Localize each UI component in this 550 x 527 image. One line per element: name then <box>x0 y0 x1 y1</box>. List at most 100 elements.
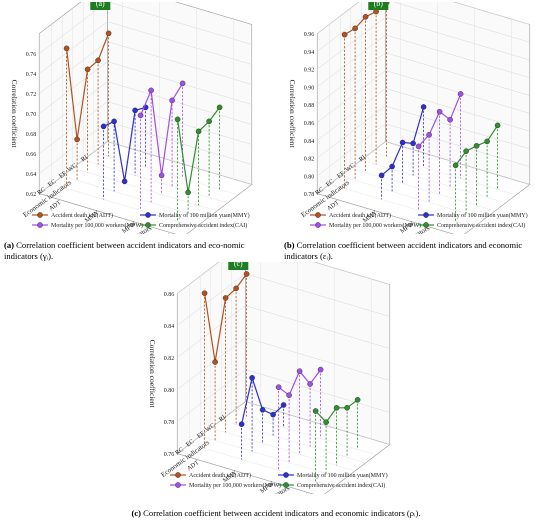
floor-gridline <box>210 427 356 472</box>
z-tick-label: 0.90 <box>304 85 315 91</box>
data-point <box>195 128 202 135</box>
data-point <box>323 419 329 425</box>
data-point <box>206 118 212 125</box>
legend-marker <box>175 472 181 478</box>
economic-tick-label: RI <box>358 154 367 163</box>
z-tick-label: 0.66 <box>26 152 37 158</box>
floor-gridline <box>329 183 475 228</box>
z-tick-label: 0.86 <box>304 121 315 127</box>
economic-tick-label: RC <box>36 186 47 197</box>
chart-panel-b: 0.78 0.80 0.82 0.84 0.86 0.88 0.90 0.92 0.94 0.96… <box>288 2 531 234</box>
z-gridline <box>39 81 252 134</box>
z-tick-label: 0.76 <box>26 52 37 58</box>
series-mmy <box>238 375 287 460</box>
data-point <box>344 404 350 411</box>
z-tick-label: 0.82 <box>304 157 315 163</box>
economic-tick-label: EC <box>47 178 58 188</box>
caption-b-label: (b) <box>284 240 295 250</box>
data-point <box>201 290 208 297</box>
floor-gridline <box>231 411 377 456</box>
series-adt <box>201 271 250 449</box>
z-tick-label: 0.78 <box>304 192 315 198</box>
z-tick-label: 0.96 <box>304 32 315 38</box>
data-point <box>249 375 255 381</box>
panel-badge <box>90 2 111 10</box>
z-tick-label: 0.64 <box>26 172 37 178</box>
data-point <box>270 411 276 418</box>
z-gridline <box>317 52 530 105</box>
z-gridline <box>39 121 252 174</box>
floor-gridline <box>350 167 496 212</box>
z-tick-label: 0.78 <box>164 420 175 426</box>
data-point <box>185 189 191 196</box>
z-gridline <box>177 401 390 454</box>
z-gridline <box>177 369 390 422</box>
z-gridline <box>317 141 530 194</box>
legend-label: Accident death toll(ADT) <box>329 212 391 219</box>
legend-label: Mortality of 100 million yuan(MMY) <box>159 212 250 219</box>
z-gridline <box>177 305 390 358</box>
z-tick-label: 0.88 <box>304 103 315 109</box>
data-point <box>352 25 358 32</box>
data-point <box>436 108 443 115</box>
data-point <box>457 91 464 97</box>
data-point <box>494 122 501 129</box>
z-gridline <box>39 21 252 74</box>
data-point <box>121 178 128 185</box>
data-point <box>420 104 427 110</box>
z-axis-label: Correlation coefficient <box>148 340 157 409</box>
data-point <box>341 31 348 38</box>
data-point <box>280 402 287 408</box>
data-point <box>473 143 480 149</box>
data-point <box>447 116 453 123</box>
z-gridline <box>317 123 530 176</box>
z-tick-label: 0.92 <box>304 68 315 74</box>
data-point <box>222 295 229 301</box>
z-tick-label: 0.68 <box>26 132 37 138</box>
z-gridline <box>39 141 252 194</box>
data-point <box>463 148 469 154</box>
caption-c: (c) Correlation coefficient between acci… <box>8 508 544 519</box>
legend-marker <box>37 212 43 218</box>
caption-c-text: Correlation coefficient between accident… <box>141 508 421 518</box>
data-point <box>238 421 245 427</box>
back-wall <box>107 2 253 185</box>
data-point <box>312 408 319 414</box>
economic-tick-label: RI <box>218 414 227 423</box>
z-tick-label: 0.94 <box>304 50 315 56</box>
data-point <box>95 57 101 64</box>
legend-marker <box>315 222 321 228</box>
z-gridline <box>317 88 530 141</box>
data-point <box>410 140 416 147</box>
back-wall <box>385 2 531 185</box>
data-point <box>216 104 223 111</box>
caption-b: (b) Correlation coefficient between acci… <box>284 240 546 262</box>
legend-marker <box>175 482 181 488</box>
data-point <box>158 172 165 179</box>
legend-label: Mortality per 100,000 workers(MPW) <box>189 482 281 489</box>
back-wall <box>245 262 391 445</box>
data-point <box>354 396 361 403</box>
floor-gridline <box>189 443 335 488</box>
floor-gridline <box>62 175 207 220</box>
data-point <box>63 45 70 52</box>
data-point <box>243 271 250 277</box>
data-point <box>333 404 340 411</box>
panel-badge-label: (b) <box>374 2 384 8</box>
z-tick-label: 0.74 <box>26 72 37 78</box>
legend-label: Comprehensive accident index(CAI) <box>159 222 247 229</box>
panel-badge-label: (c) <box>234 262 243 268</box>
z-tick-label: 0.86 <box>164 292 175 298</box>
data-point <box>275 384 282 390</box>
floor-gridline <box>72 167 218 212</box>
z-tick-label: 0.84 <box>164 324 175 330</box>
series-cai <box>312 396 361 482</box>
legend-label: Comprehensive accident index(CAI) <box>297 482 385 489</box>
legend-marker <box>145 222 151 228</box>
data-point <box>426 132 432 138</box>
legend-marker <box>423 212 429 218</box>
data-point <box>317 366 324 373</box>
legend-marker <box>315 212 321 218</box>
floor-gridline <box>93 151 239 196</box>
series-mmy <box>378 104 427 200</box>
